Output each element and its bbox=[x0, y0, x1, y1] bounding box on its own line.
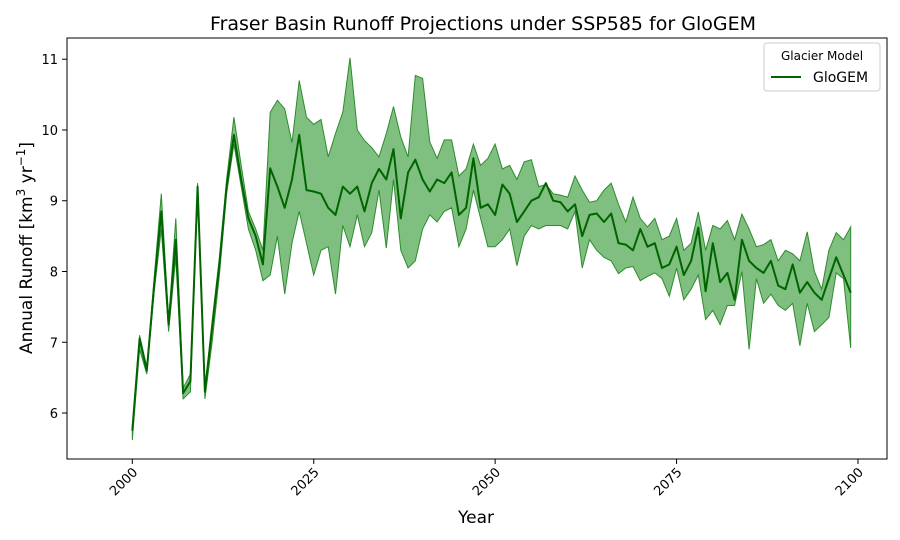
x-tick-label: 2000 bbox=[107, 465, 141, 499]
x-tick-label: 2050 bbox=[470, 465, 504, 499]
y-tick-label: 7 bbox=[50, 336, 58, 351]
legend: Glacier Model GloGEM bbox=[763, 42, 881, 92]
plot-area bbox=[66, 37, 888, 460]
y-axis-title: Annual Runoff [km3 yr−1] bbox=[14, 142, 37, 354]
x-axis-title: Year bbox=[457, 508, 494, 528]
legend-label-glogem: GloGEM bbox=[813, 70, 868, 86]
x-tick-label: 2075 bbox=[651, 465, 685, 499]
legend-box bbox=[763, 42, 881, 92]
x-axis: 2000 2025 2050 2075 2100 bbox=[107, 459, 867, 499]
y-tick-label: 6 bbox=[50, 407, 58, 422]
y-tick-label: 8 bbox=[50, 265, 58, 280]
x-tick-label: 2100 bbox=[833, 465, 867, 499]
runoff-range-band bbox=[131, 57, 852, 440]
chart-title: Fraser Basin Runoff Projections under SS… bbox=[210, 13, 756, 35]
legend-title: Glacier Model bbox=[781, 49, 863, 63]
y-tick-label: 11 bbox=[41, 53, 58, 68]
plot-frame bbox=[66, 37, 888, 460]
x-tick-label: 2025 bbox=[289, 465, 323, 499]
glogem-series-line bbox=[131, 133, 852, 431]
y-tick-label: 10 bbox=[41, 124, 58, 139]
y-tick-label: 9 bbox=[50, 195, 58, 210]
y-axis: 6 7 8 9 10 11 bbox=[41, 53, 67, 422]
